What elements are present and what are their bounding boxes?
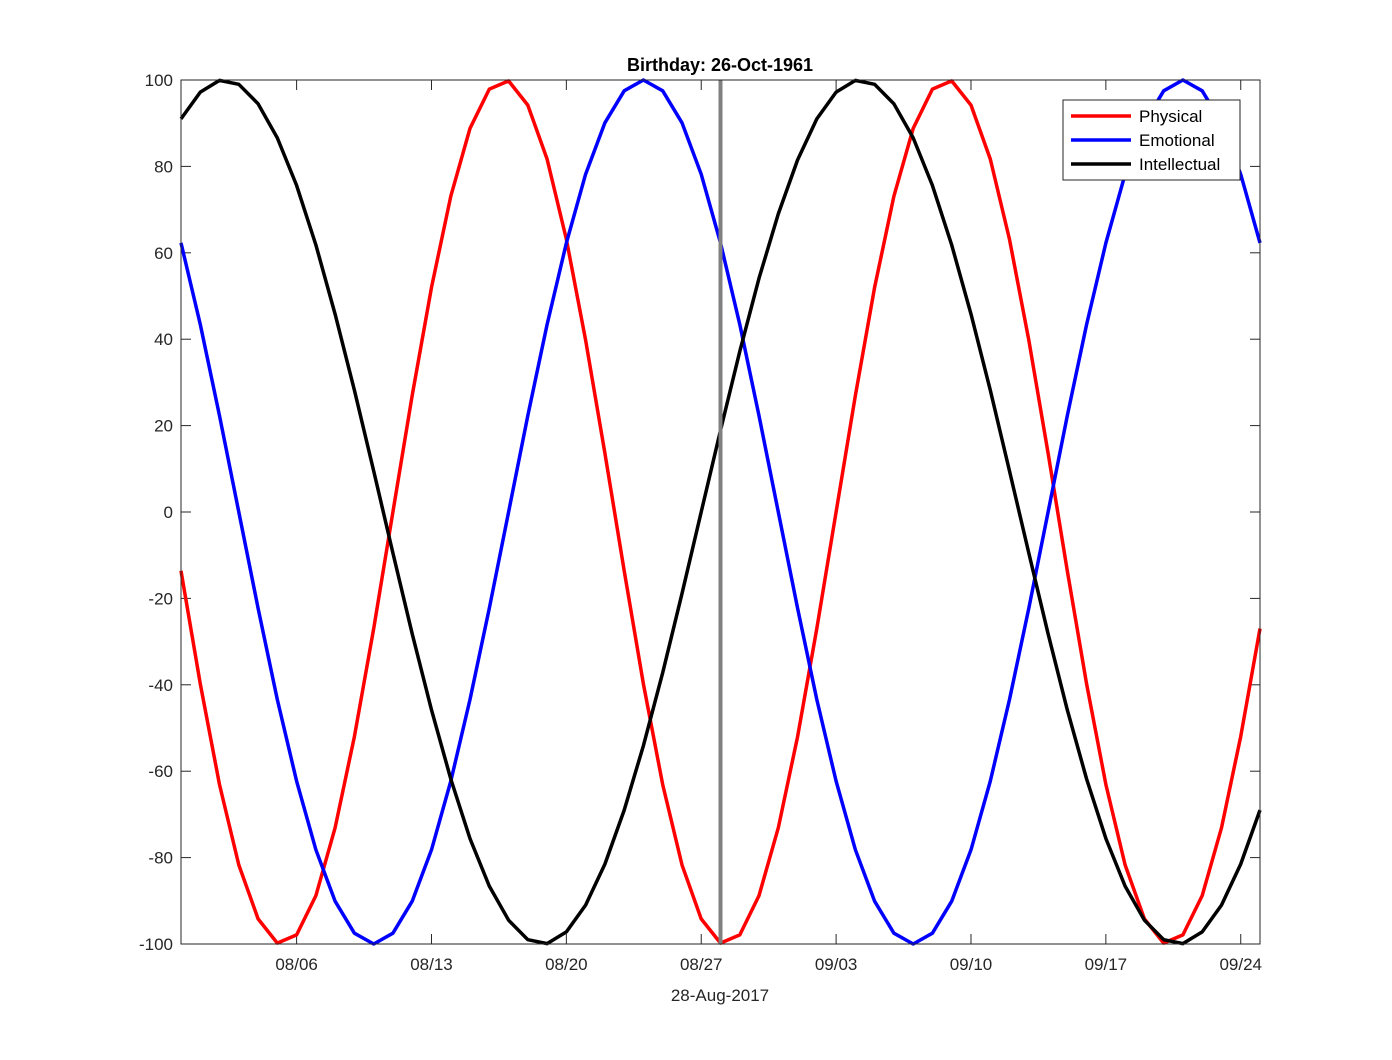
y-tick-label: -20 — [148, 589, 173, 608]
x-tick-label: 08/20 — [545, 955, 588, 974]
legend: Physical Emotional Intellectual — [1062, 99, 1241, 181]
legend-box — [1062, 99, 1241, 181]
y-tick-label: 100 — [145, 71, 173, 90]
legend-label-emotional: Emotional — [1139, 131, 1215, 150]
axis-ticks: -100 -80 -60 -40 -20 0 20 40 60 80 100 08/06 08/13 08… — [139, 71, 1262, 974]
legend-label-physical: Physical — [1139, 107, 1202, 126]
y-tick-label: 80 — [154, 157, 173, 176]
legend-label-intellectual: Intellectual — [1139, 155, 1220, 174]
y-tick-label: -40 — [148, 676, 173, 695]
y-tick-label: 20 — [154, 417, 173, 436]
x-tick-label: 08/27 — [680, 955, 723, 974]
y-tick-label: 40 — [154, 330, 173, 349]
x-tick-label: 09/03 — [815, 955, 858, 974]
y-tick-label: 0 — [164, 503, 173, 522]
x-tick-label: 08/06 — [275, 955, 318, 974]
y-tick-label: 60 — [154, 244, 173, 263]
x-tick-label: 08/13 — [410, 955, 453, 974]
x-tick-label: 09/10 — [950, 955, 993, 974]
x-axis-label: 28-Aug-2017 — [671, 986, 769, 1005]
y-tick-label: -100 — [139, 935, 173, 954]
y-tick-label: -80 — [148, 849, 173, 868]
x-tick-label: 09/17 — [1085, 955, 1128, 974]
chart-title: Birthday: 26-Oct-1961 — [627, 55, 813, 75]
y-tick-label: -60 — [148, 762, 173, 781]
axes-box — [180, 79, 1261, 945]
x-tick-label: 09/24 — [1219, 955, 1262, 974]
